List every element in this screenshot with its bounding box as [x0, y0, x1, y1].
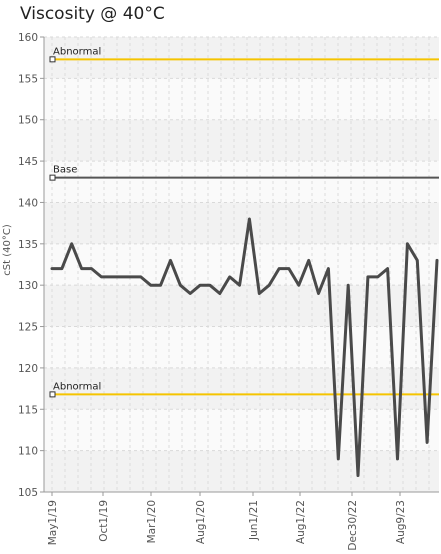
reference-marker: [49, 391, 56, 398]
y-axis-label: cSt (40°C): [2, 224, 13, 276]
reference-label: Abnormal: [53, 46, 101, 57]
chart-title: Viscosity @ 40°C: [20, 4, 165, 24]
grid-band: [44, 37, 439, 79]
x-tick-label: Aug1/22: [295, 500, 307, 544]
grid-band: [44, 202, 439, 244]
y-tick-label: 110: [18, 446, 38, 458]
reference-label: Base: [53, 165, 77, 176]
x-tick-label: Aug9/23: [395, 500, 407, 544]
grid-band: [44, 326, 439, 368]
y-tick-label: 120: [18, 363, 38, 375]
y-tick-label: 105: [18, 487, 38, 499]
y-tick-label: 135: [18, 239, 38, 251]
x-tick-label: Oct1/19: [98, 500, 110, 542]
grid-band: [44, 285, 439, 327]
reference-marker: [49, 56, 56, 63]
grid-band: [44, 161, 439, 203]
reference-marker: [49, 174, 56, 181]
grid-band: [44, 78, 439, 120]
reference-label: Abnormal: [53, 381, 101, 392]
grid-band: [44, 367, 439, 410]
x-tick-label: Dec30/22: [347, 500, 359, 551]
y-tick-label: 150: [18, 115, 38, 127]
y-tick-label: 145: [18, 156, 38, 168]
grid-band: [44, 409, 439, 451]
y-tick-label: 115: [18, 404, 38, 416]
y-tick-label: 160: [18, 32, 38, 44]
x-tick-label: May1/19: [47, 500, 59, 545]
y-tick-label: 155: [18, 73, 38, 85]
y-tick-label: 125: [18, 322, 38, 334]
x-tick-label: Mar1/20: [146, 500, 158, 543]
grid-band: [44, 119, 439, 162]
y-tick-label: 130: [18, 280, 38, 292]
grid-band: [44, 450, 439, 492]
x-tick-label: Jun1/21: [248, 500, 260, 541]
series-line: [50, 217, 439, 477]
y-tick-label: 140: [18, 197, 38, 209]
x-tick-label: Aug1/20: [195, 500, 207, 544]
